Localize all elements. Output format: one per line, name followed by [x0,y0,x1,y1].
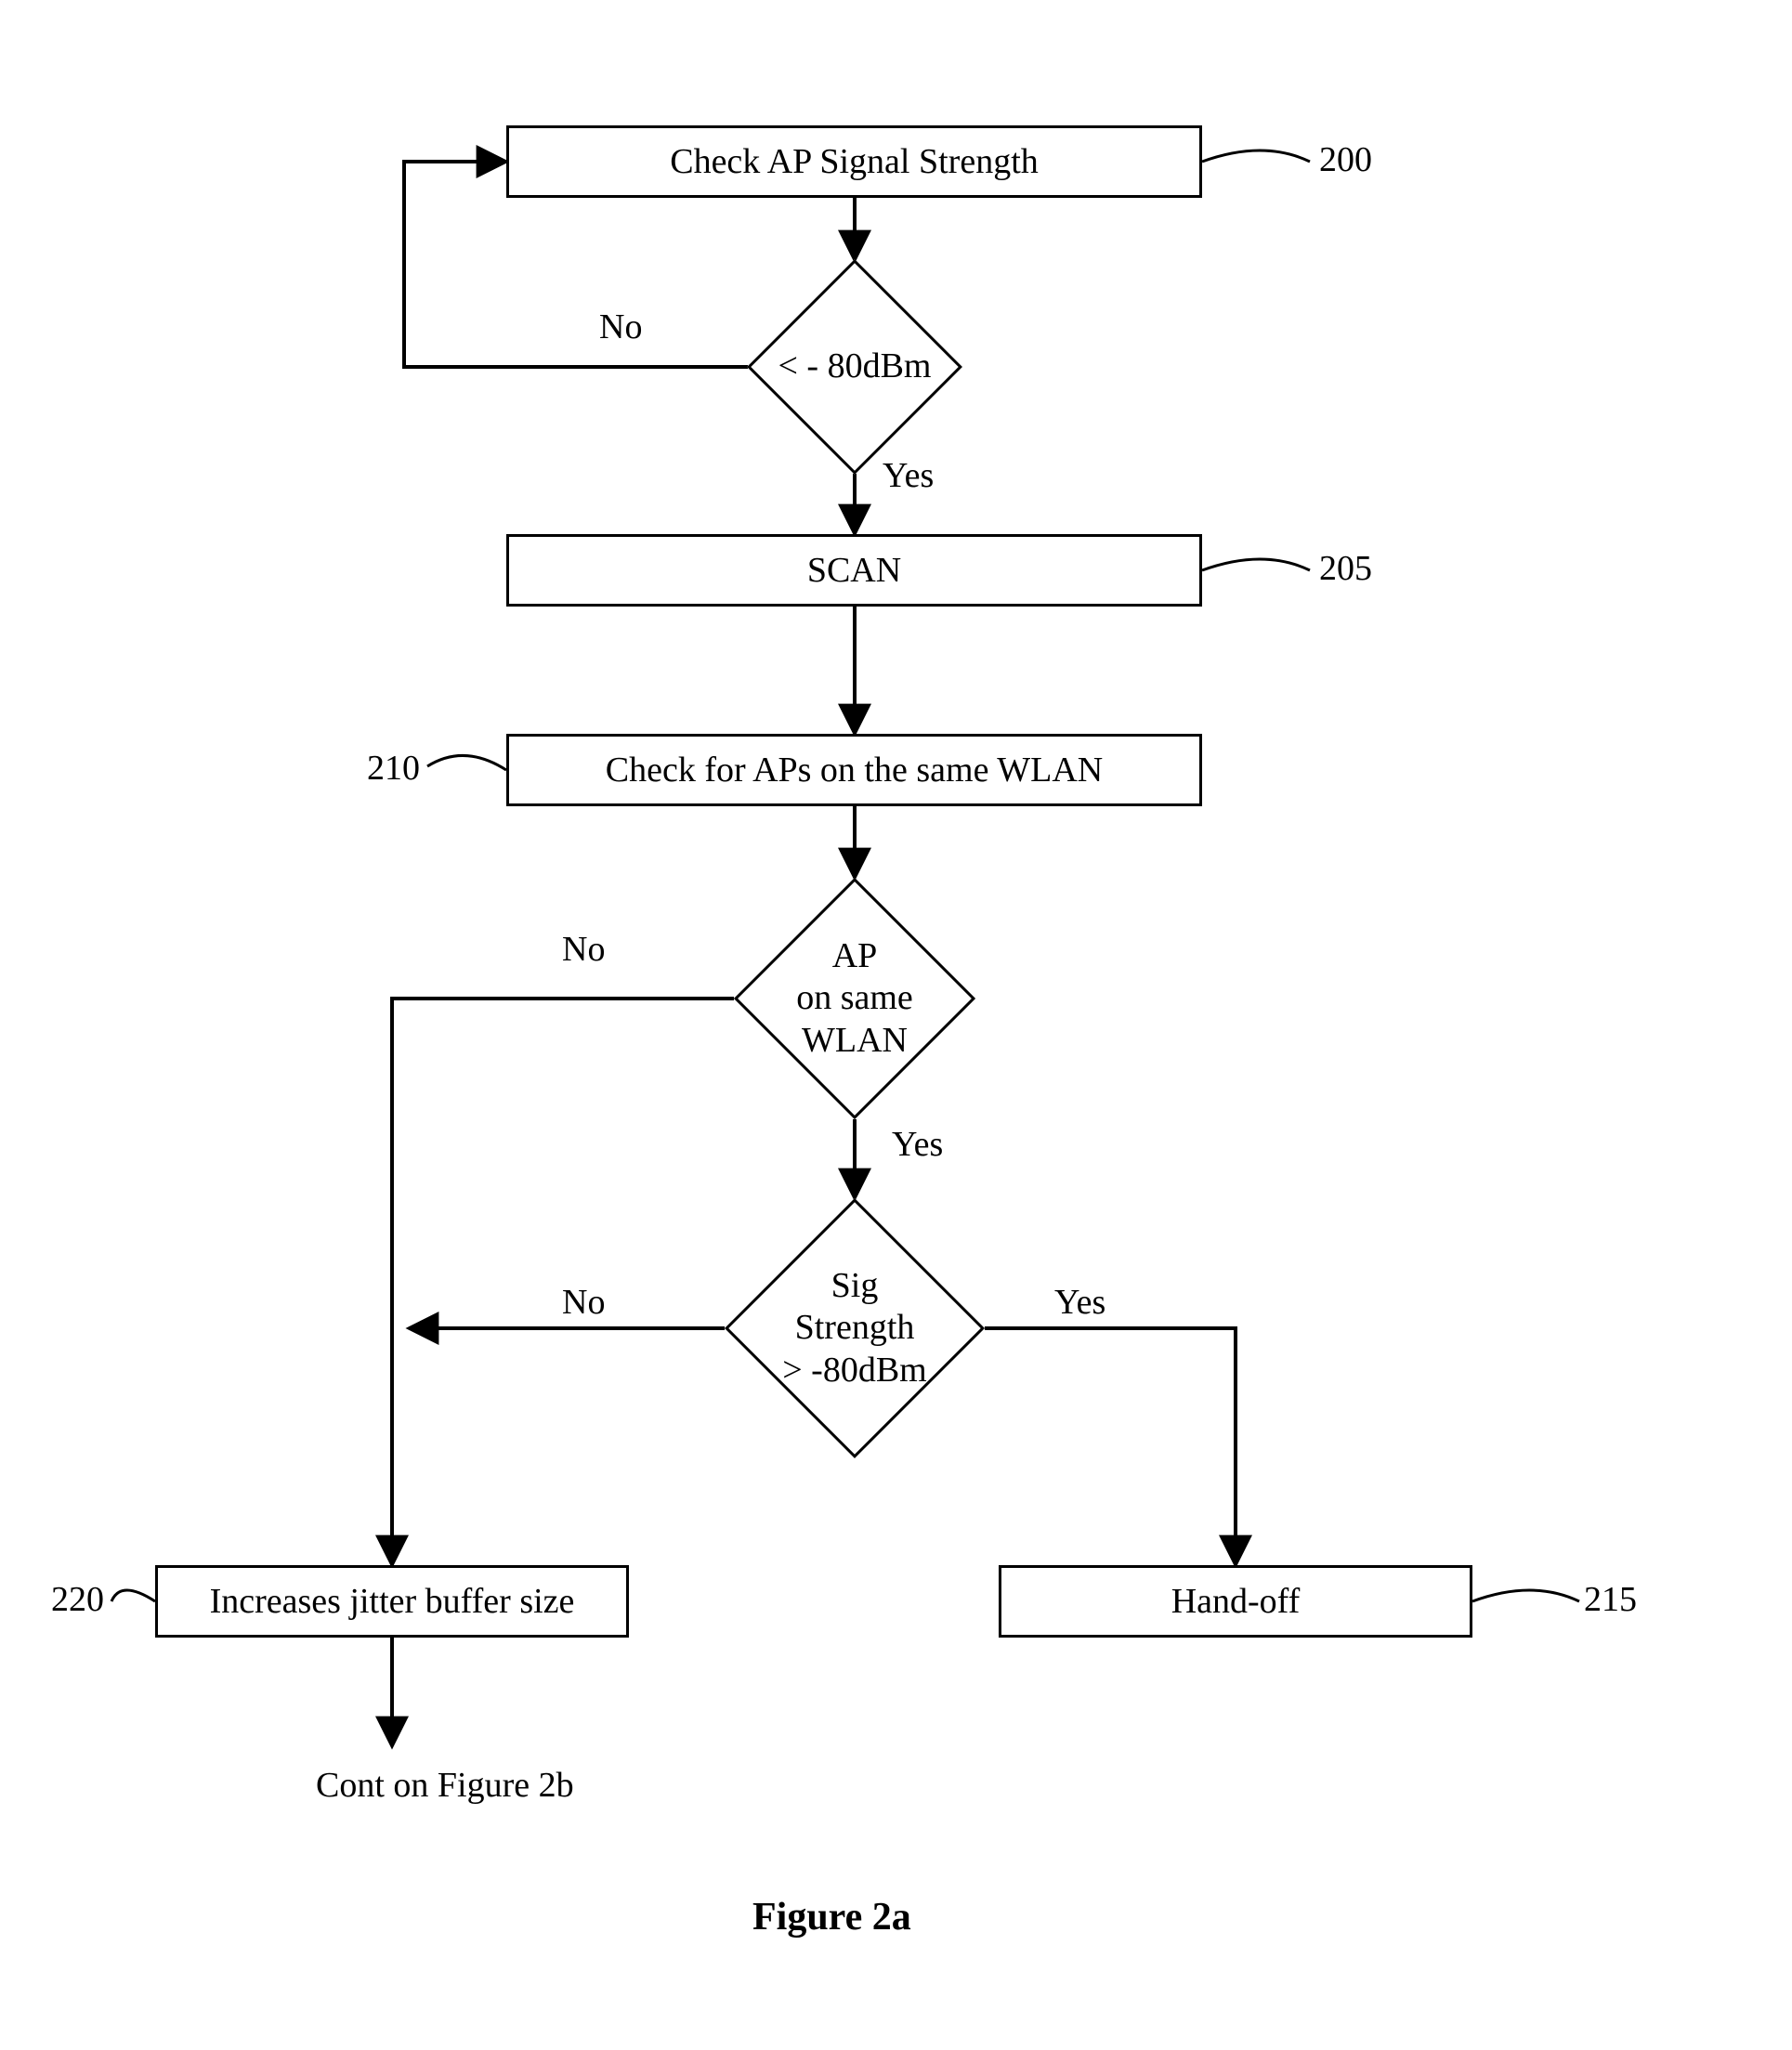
flowchart-canvas: Check AP Signal Strength SCAN Check for … [0,0,1792,2050]
edge-label-yes-1: Yes [883,455,934,496]
edge-label-no-1: No [599,307,642,347]
edge-label-no-3: No [562,1282,605,1323]
node-scan: SCAN [506,534,1202,607]
figure-title: Figure 2a [752,1895,911,1939]
node-label: Check for APs on the same WLAN [606,750,1103,790]
callout-200: 200 [1319,139,1372,180]
node-handoff: Hand-off [999,1565,1472,1638]
decision-ap-same-wlan-label: AP on same WLAN [734,878,975,1119]
node-check-aps-same-wlan: Check for APs on the same WLAN [506,734,1202,806]
callout-205: 205 [1319,548,1372,589]
callout-215: 215 [1584,1579,1637,1620]
node-label: Hand-off [1171,1581,1301,1622]
decision-sig-strength-label: Sig Strength > -80dBm [725,1198,985,1458]
edge-label-no-2: No [562,929,605,970]
node-label: SCAN [807,550,901,591]
edge-label-yes-2: Yes [892,1124,943,1165]
decision-80dbm-label: < - 80dBm [748,260,961,474]
callout-210: 210 [367,748,420,789]
edge-label-yes-3: Yes [1054,1282,1105,1323]
node-label: Increases jitter buffer size [210,1581,575,1622]
node-label: Sig Strength > -80dBm [782,1265,927,1392]
node-label: AP on same WLAN [796,935,913,1063]
callout-220: 220 [51,1579,104,1620]
node-label: Check AP Signal Strength [670,141,1039,182]
node-increase-jitter-buffer: Increases jitter buffer size [155,1565,629,1638]
node-check-ap-signal: Check AP Signal Strength [506,125,1202,198]
continuation-text: Cont on Figure 2b [316,1765,574,1806]
node-label: < - 80dBm [778,346,932,388]
